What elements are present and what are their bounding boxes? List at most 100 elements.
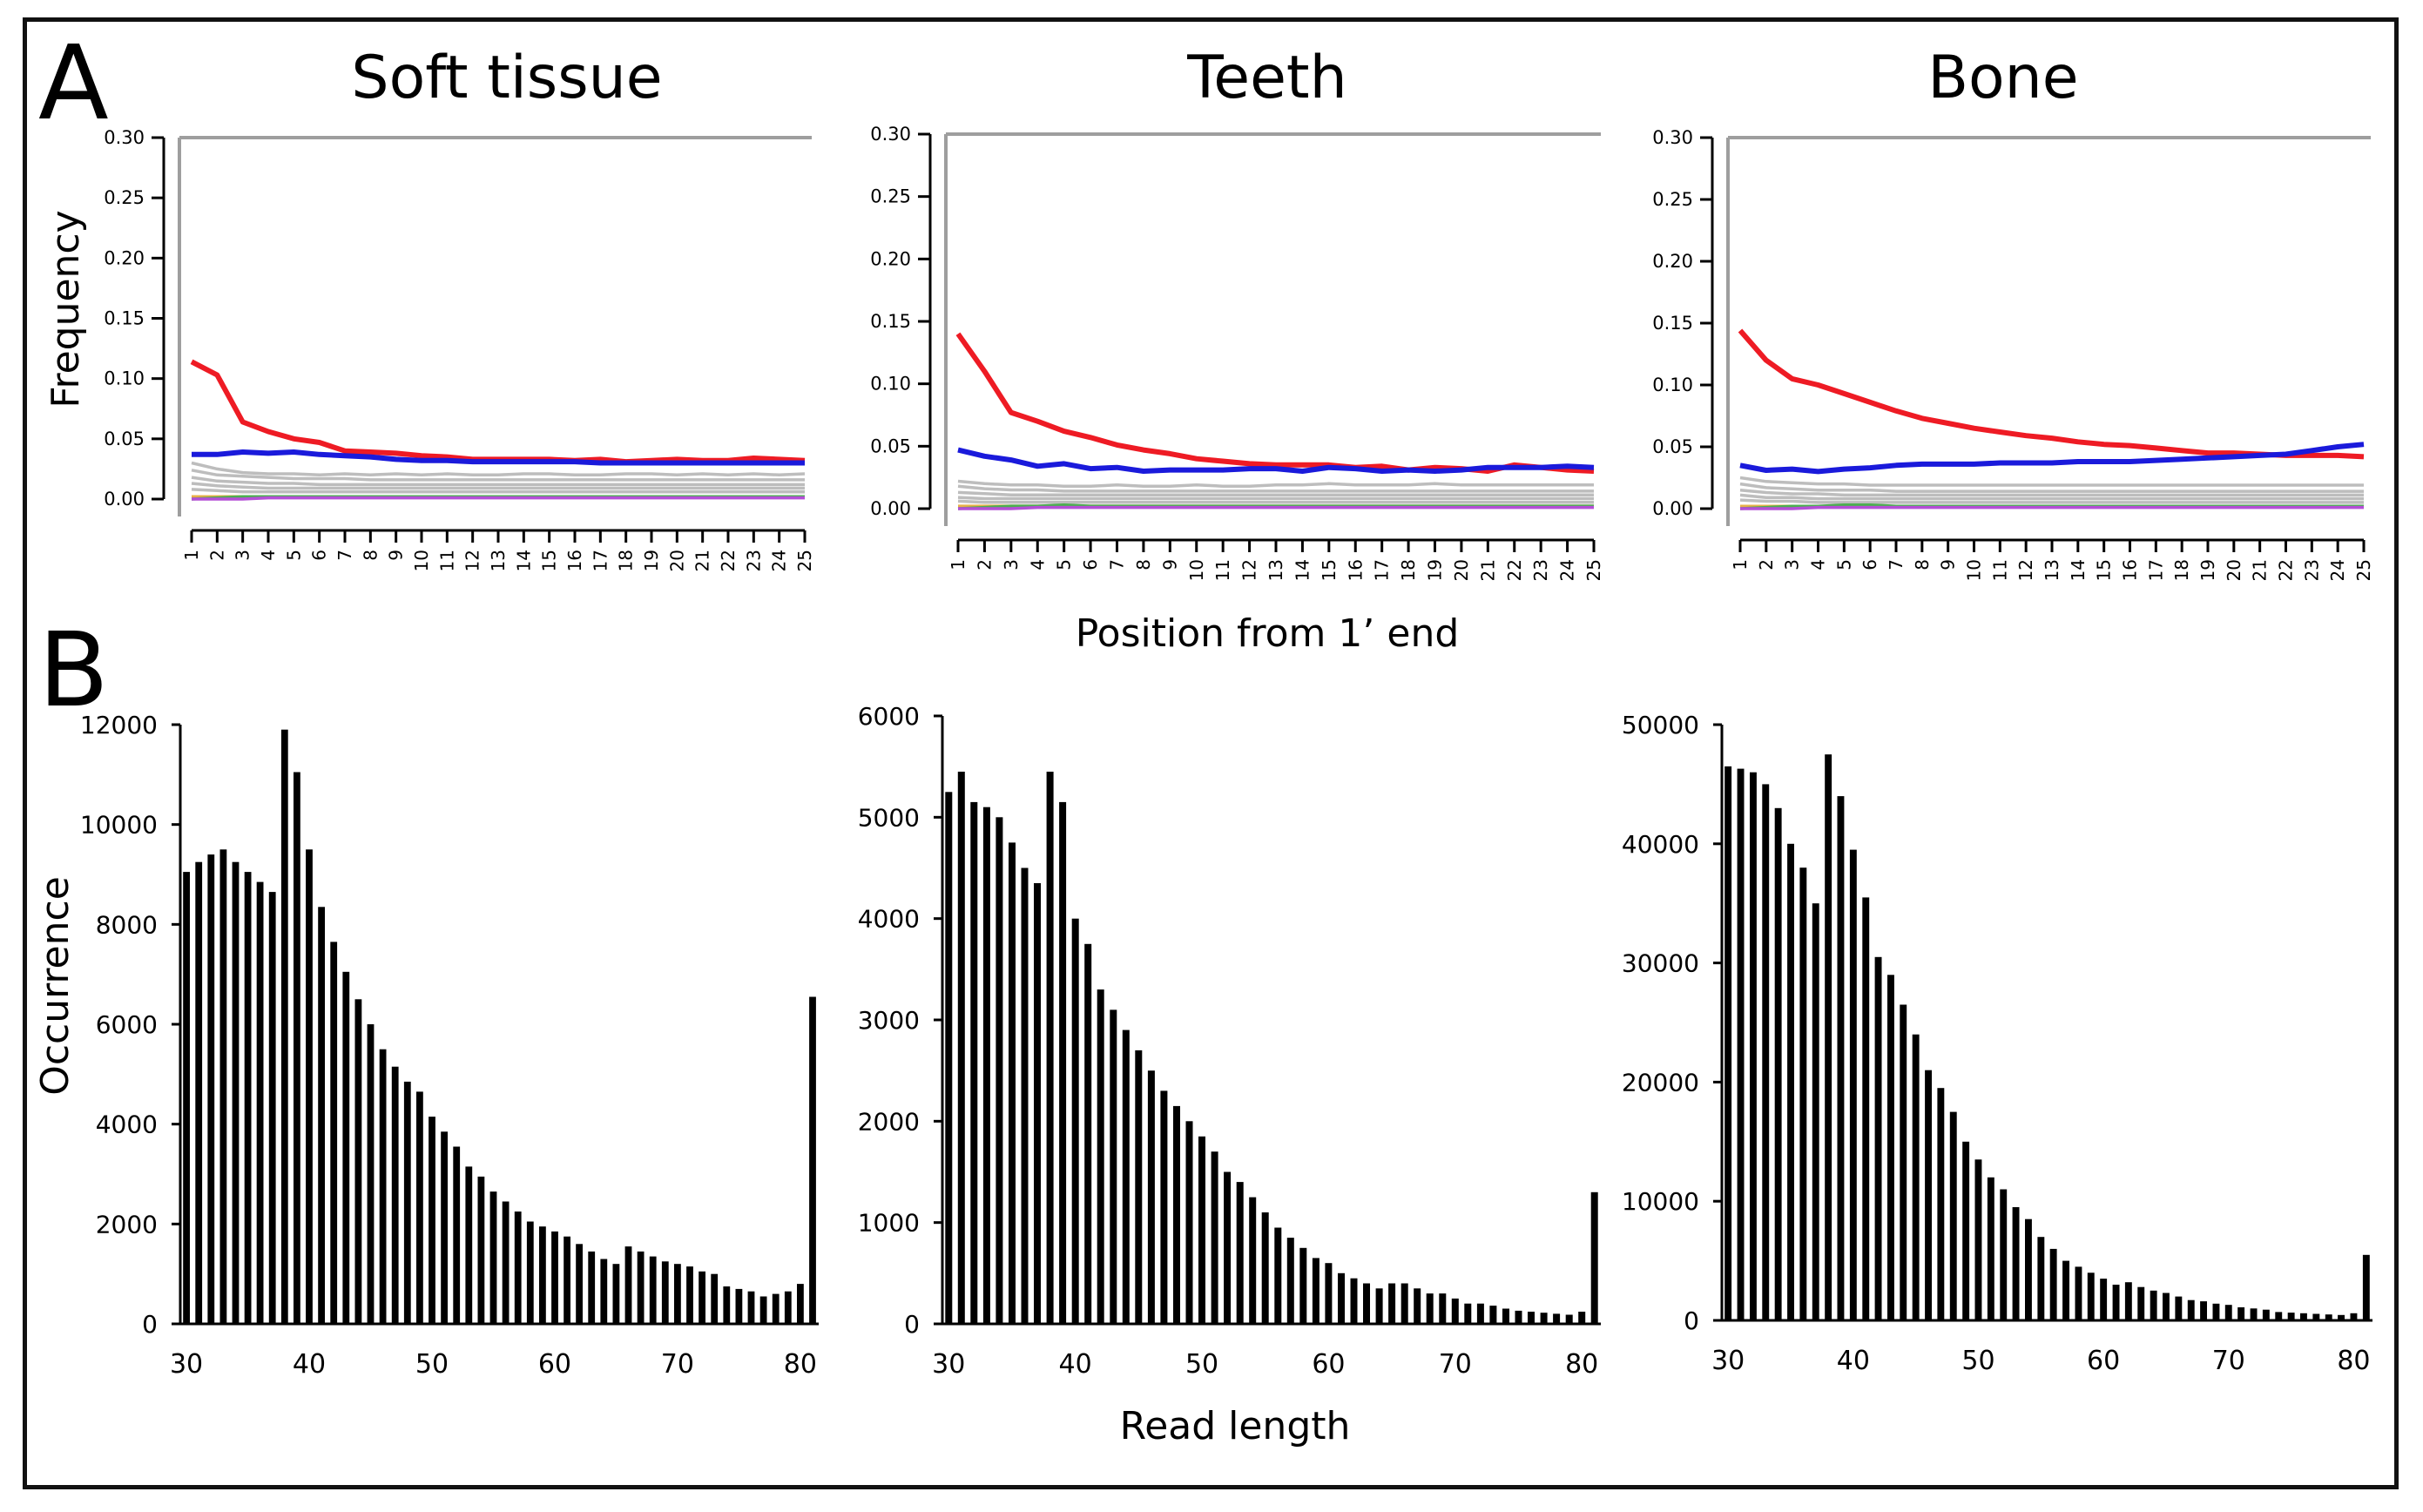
x-tick-label: 21 [1477, 559, 1498, 581]
bar [1553, 1313, 1561, 1324]
bar [957, 772, 965, 1324]
bar [1489, 1306, 1497, 1324]
bar [1046, 772, 1054, 1324]
x-tick-label: 12 [2015, 559, 2036, 581]
series-line-other-8 [192, 496, 805, 501]
x-tick-label: 7 [1107, 559, 1128, 570]
bar [1515, 1310, 1522, 1324]
x-tick-label: 7 [334, 550, 355, 561]
x-tick-label: 4 [1027, 559, 1048, 570]
y-tick-label: 0.05 [1652, 436, 1693, 457]
bar [232, 861, 240, 1324]
bar [342, 971, 350, 1324]
x-tick-label: 6 [309, 550, 330, 561]
bar [1774, 807, 1782, 1320]
x-tick-label: 12 [1239, 559, 1260, 581]
bar [2049, 1248, 2057, 1320]
x-tick-label: 22 [2276, 559, 2297, 581]
y-tick-label: 30000 [1622, 949, 1699, 978]
bar [2012, 1207, 2020, 1320]
bar [1084, 943, 1092, 1325]
bar [970, 801, 978, 1324]
bar [2124, 1282, 2132, 1320]
bar [465, 1166, 473, 1324]
y-tick-label: 0.25 [1652, 189, 1693, 210]
y-tick-label: 0.20 [870, 248, 911, 269]
bar [1414, 1288, 1421, 1324]
series-line-other-2 [957, 484, 1594, 493]
series-line-other-3 [191, 476, 805, 487]
bar [2112, 1285, 2120, 1320]
x-tick-label: 13 [1265, 559, 1286, 581]
x-tick-label: 18 [2171, 559, 2192, 581]
chart-title-bone: Bone [1927, 44, 2078, 112]
bar [1874, 956, 1882, 1320]
series-line-other-1 [1739, 476, 2364, 487]
line-chart-teeth: 0.000.050.100.150.200.250.301 2 3 4 5 6 7 8 9 10 1… [870, 124, 1604, 581]
y-tick-label: 50000 [1622, 711, 1699, 739]
bar [416, 1091, 423, 1324]
x-tick-label: 13 [488, 550, 509, 571]
bar [429, 1117, 435, 1324]
y-tick-label: 0.00 [1652, 498, 1693, 519]
x-tick-label: 25 [1583, 559, 1604, 581]
series-line-other-4 [1739, 493, 2364, 501]
bar [1400, 1283, 1408, 1324]
bar [1565, 1314, 1573, 1324]
bar [1071, 918, 1079, 1324]
x-tick-label: 24 [2327, 559, 2348, 581]
series-line-other-8 [958, 505, 1594, 510]
y-tick-label: 10000 [1622, 1187, 1699, 1216]
y-tick-label: 0.00 [104, 489, 145, 510]
y-tick-label: 0 [1684, 1306, 1699, 1335]
x-tick-label: 11 [1989, 559, 2010, 581]
bar [1540, 1313, 1548, 1324]
bar [502, 1201, 510, 1324]
bar [1147, 1070, 1155, 1324]
x-tick-label: 60 [538, 1349, 571, 1380]
bar [1925, 1070, 1932, 1320]
x-tick-label: 6 [1080, 559, 1101, 570]
bar [1312, 1258, 1319, 1324]
bar [649, 1256, 657, 1324]
panel-letter-a: A [38, 23, 109, 143]
y-tick-label: 6000 [858, 702, 920, 731]
x-tick-label: 11 [1212, 559, 1233, 581]
row-a-xlabel: Position from 1’ end [1076, 611, 1460, 656]
bar [1236, 1182, 1244, 1324]
x-tick-label: 2 [974, 559, 995, 570]
x-tick-label: 17 [2145, 559, 2166, 581]
y-tick-label: 5000 [858, 803, 920, 832]
bar [624, 1246, 632, 1324]
x-tick-label: 23 [1530, 559, 1551, 581]
series-line-other-2 [1739, 482, 2364, 493]
bar [2187, 1299, 2195, 1320]
x-tick-label: 14 [513, 550, 534, 571]
bar [1502, 1308, 1509, 1324]
x-tick-label: 30 [170, 1349, 203, 1380]
bar [600, 1259, 608, 1324]
bar [1059, 801, 1067, 1324]
x-tick-label: 21 [692, 550, 713, 571]
y-tick-label: 0 [904, 1310, 920, 1339]
bar [1160, 1090, 1168, 1324]
bar [1590, 1191, 1598, 1324]
series-line-other-5 [191, 488, 805, 494]
x-tick-label: 30 [1711, 1346, 1745, 1376]
bar [2150, 1290, 2157, 1320]
x-tick-label: 4 [1808, 559, 1829, 570]
y-tick-label: 2000 [96, 1210, 158, 1239]
y-tick-label: 0.00 [870, 498, 911, 519]
bar [1737, 768, 1745, 1320]
bar [772, 1293, 780, 1324]
bar [982, 807, 990, 1324]
x-tick-label: 22 [1504, 559, 1525, 581]
x-tick-label: 1 [1730, 559, 1751, 570]
bar [1987, 1177, 1994, 1320]
bar [489, 1191, 497, 1324]
x-tick-label: 50 [415, 1349, 449, 1380]
bar [453, 1146, 461, 1324]
x-tick-label: 20 [666, 550, 687, 571]
y-tick-label: 4000 [858, 905, 920, 934]
x-tick-label: 3 [233, 550, 253, 561]
